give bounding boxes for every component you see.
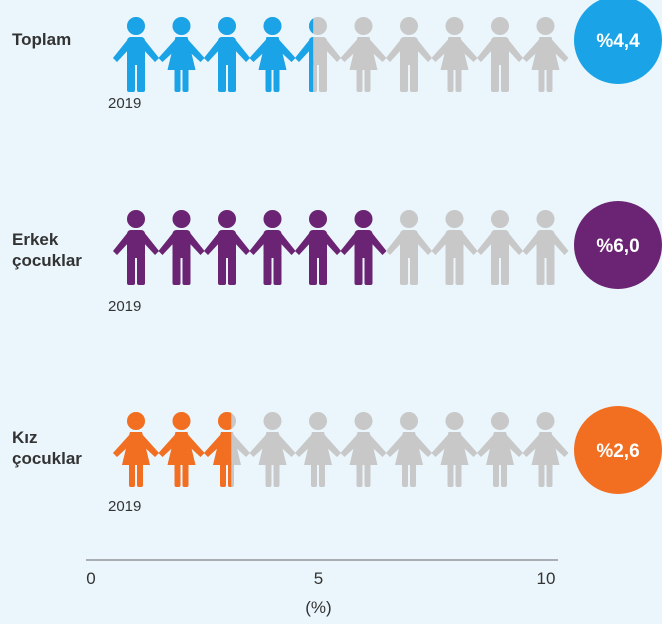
value-badge (574, 201, 662, 289)
value-label: %6,0 (596, 236, 639, 257)
person-icon (522, 17, 569, 92)
person-icon (204, 17, 250, 92)
person-icon (249, 412, 296, 487)
person-icon (295, 210, 341, 285)
person-icon (431, 210, 478, 285)
value-badge (574, 0, 662, 84)
person-icon (340, 17, 387, 92)
person-icon (431, 412, 478, 487)
person-icon (477, 210, 523, 285)
person-icon (204, 210, 250, 285)
year-label: 2019 (108, 498, 141, 515)
person-icon (158, 210, 205, 285)
person-icon (113, 412, 159, 487)
x-tick-label: 10 (537, 569, 556, 588)
category-label: Erkek çocuklar (12, 230, 82, 270)
person-icon (386, 17, 432, 92)
x-tick-label: 5 (314, 569, 323, 588)
x-tick-label: 0 (86, 569, 95, 588)
category-label: Toplam (12, 30, 72, 49)
person-icon (113, 210, 159, 285)
person-icon (340, 210, 386, 285)
person-icon (158, 412, 205, 487)
person-icon (386, 210, 432, 285)
x-axis-label: (%) (305, 598, 331, 617)
person-icon (522, 210, 569, 285)
value-label: %2,6 (596, 441, 639, 462)
value-badge (574, 406, 662, 494)
person-icon (477, 17, 523, 92)
person-icon (113, 17, 159, 92)
person-icon (340, 412, 387, 487)
person-icon (295, 412, 341, 487)
person-icon (477, 412, 523, 487)
person-icon (249, 210, 296, 285)
person-icon (431, 17, 478, 92)
value-label: %4,4 (596, 31, 640, 52)
year-label: 2019 (108, 298, 141, 315)
category-label: Kız çocuklar (12, 428, 82, 468)
person-icon (158, 17, 205, 92)
year-label: 2019 (108, 95, 141, 112)
person-icon (522, 412, 569, 487)
person-icon (386, 412, 432, 487)
person-icon (249, 17, 296, 92)
